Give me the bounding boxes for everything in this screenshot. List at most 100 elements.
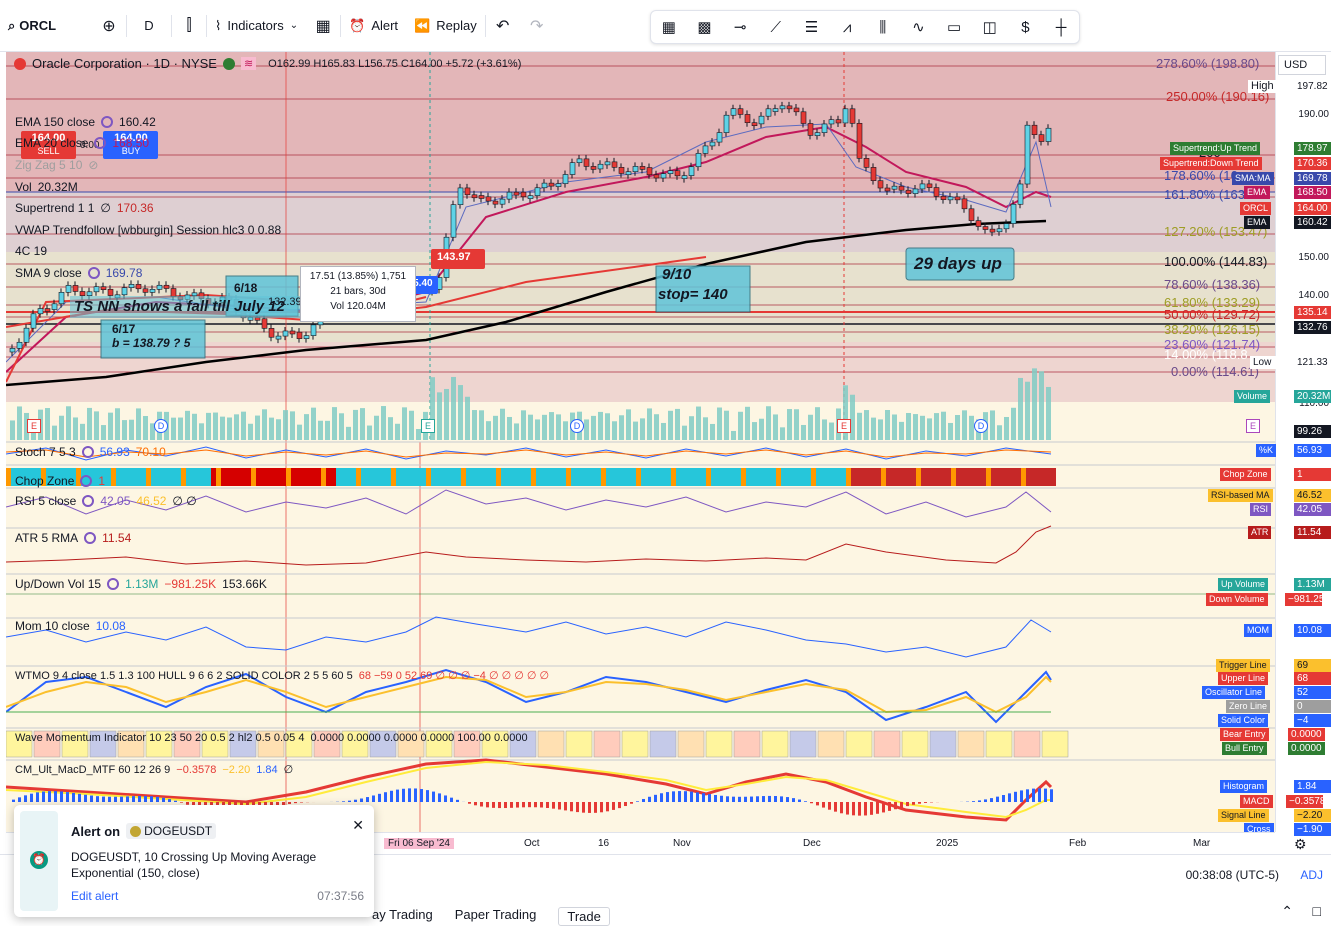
updown-legend[interactable]: Up/Down Vol 15 1.13M −981.25K 153.66K [15, 577, 267, 591]
wtmo-legend[interactable]: WTMO 9 4 close 1.5 1.3 100 HULL 9 6 6 2 … [15, 669, 549, 683]
settings-icon[interactable] [107, 578, 120, 590]
time-label-sep: Fri 06 Sep '24 [384, 838, 454, 849]
settings-icon[interactable] [101, 116, 114, 128]
chop-zone-cell [1001, 468, 1006, 486]
cycle-lines-button[interactable]: ⫼ [869, 13, 897, 41]
dividend-marker-icon[interactable]: D [974, 419, 988, 433]
close-icon[interactable]: ✕ [352, 817, 364, 833]
callout-b-note[interactable]: b = 138.79 ? 5 [112, 336, 191, 350]
chop-zone-cell [606, 468, 611, 486]
callout-days-up[interactable]: 29 days up [914, 254, 1002, 273]
axis-solid-label: Solid Color [1218, 714, 1269, 727]
settings-icon[interactable] [80, 475, 93, 487]
candle [730, 108, 737, 116]
macd-legend[interactable]: CM_Ult_MacD_MTF 60 12 26 9 −0.3578 −2.20… [15, 763, 293, 777]
grid-tool-button[interactable]: ▩ [690, 13, 718, 41]
settings-icon[interactable] [82, 495, 95, 507]
tab-paper-trading[interactable]: Paper Trading [454, 907, 537, 922]
sma-legend[interactable]: SMA 9 close 169.78 [15, 266, 142, 280]
candle [170, 288, 177, 297]
adj-toggle[interactable]: ADJ [1300, 868, 1323, 882]
trend-line-button[interactable]: ⟋ [762, 13, 790, 41]
candle [982, 226, 989, 230]
currency-select[interactable]: USD [1278, 55, 1326, 75]
wave-momentum-cell [229, 730, 257, 758]
wave-tool-button[interactable]: ∿ [904, 13, 932, 41]
candle [282, 330, 289, 337]
zigzag-legend[interactable]: Zig Zag 5 10 ⊘ [15, 158, 98, 172]
ema150-legend[interactable]: EMA 150 close 160.42 [15, 115, 156, 129]
edit-alert-link[interactable]: Edit alert [71, 889, 119, 903]
vwap-legend[interactable]: VWAP Trendfollow [wbburgin] Session hlc3… [15, 223, 281, 237]
candle [856, 122, 863, 159]
dividend-marker-icon[interactable]: D [570, 419, 584, 433]
templates-button[interactable]: ▦ [306, 8, 340, 44]
volume-bar [962, 410, 967, 440]
chart-canvas[interactable]: Oracle Corporation · 1D · NYSE ≋ O162.99… [6, 52, 1275, 832]
legend-toggle-icon[interactable]: ≋ [240, 57, 257, 70]
chop-zone-cell [76, 468, 81, 486]
callout-618[interactable]: 6/18 [234, 281, 258, 295]
chop-zone-cell [1006, 468, 1011, 486]
settings-icon[interactable] [84, 532, 97, 544]
callout-button[interactable]: ▭ [940, 13, 968, 41]
table-tool-button[interactable]: ▦ [655, 13, 683, 41]
pitchfork-button[interactable]: ⩘ [833, 13, 861, 41]
tab-trade[interactable]: Trade [558, 907, 610, 926]
horizontal-ray-button[interactable]: ⊸ [726, 13, 754, 41]
earnings-marker-icon[interactable]: E [421, 419, 435, 433]
hidden-eye-icon[interactable]: ⊘ [88, 158, 99, 172]
supertrend-legend[interactable]: Supertrend 1 1 ∅ 170.36 [15, 201, 154, 215]
chart-settings-icon[interactable]: ⚙ [1294, 836, 1307, 852]
alert-symbol-chip[interactable]: DOGEUSDT [126, 823, 217, 839]
callout-fall-note[interactable]: TS NN shows a fall till July 12 [74, 298, 285, 315]
crosshair-button[interactable]: ┼ [1047, 13, 1075, 41]
callout-stop[interactable]: stop= 140 [658, 286, 728, 303]
sell-button[interactable]: 164.00 SELL [21, 131, 76, 159]
chop-zone-cell [441, 468, 446, 486]
volume-bar [647, 408, 652, 440]
mom-legend[interactable]: Mom 10 close 10.08 [15, 619, 126, 633]
axis-bull-value: 0.0000 [1288, 742, 1325, 755]
replay-button[interactable]: ⏪ Replay [406, 8, 485, 44]
callout-617[interactable]: 6/17 [112, 322, 136, 336]
tab-pine-trading[interactable]: ay Trading [372, 907, 433, 922]
maximize-icon[interactable]: □ [1312, 903, 1321, 919]
rsi-legend[interactable]: RSI 5 close 42.05 46.52 ∅ ∅ [15, 494, 197, 508]
settings-icon[interactable] [94, 137, 107, 149]
clock-display[interactable]: 00:38:08 (UTC-5) [1185, 868, 1279, 882]
callout-stop-date[interactable]: 9/10 [662, 266, 692, 283]
symbol-search[interactable]: ⌕ ORCL [0, 8, 92, 44]
chop-legend[interactable]: Chop Zone 1 [15, 474, 105, 488]
volume-bar [395, 423, 400, 440]
candle [597, 163, 604, 170]
volume-bar [605, 413, 610, 440]
volume-bar [871, 417, 876, 440]
stoch-legend[interactable]: Stoch 7 5 3 56.93 70.10 [15, 445, 166, 459]
interval-button[interactable]: D [127, 8, 171, 44]
comment-button[interactable]: ◫ [976, 13, 1004, 41]
dividend-marker-icon[interactable]: D [154, 419, 168, 433]
settings-icon[interactable] [81, 446, 94, 458]
buy-button[interactable]: 164.00 BUY [103, 131, 159, 159]
volume-legend[interactable]: Vol 20.32M [15, 180, 78, 194]
earnings-marker-icon[interactable]: E [27, 419, 41, 433]
alert-button[interactable]: ⏰ Alert [341, 8, 406, 44]
atr-legend[interactable]: ATR 5 RMA 11.54 [15, 531, 131, 545]
chevron-up-icon[interactable]: ⌃ [1281, 903, 1293, 919]
fib-tool-button[interactable]: ☰ [797, 13, 825, 41]
ema20-legend[interactable]: EMA 20 close 168.50 [15, 136, 149, 150]
price-label-button[interactable]: $ [1011, 13, 1039, 41]
redo-button[interactable]: ↷ [520, 8, 554, 44]
earnings-marker-icon[interactable]: E [837, 419, 851, 433]
candle [485, 196, 492, 202]
chart-type-button[interactable]: ⫿ [172, 8, 206, 44]
settings-icon[interactable] [87, 267, 100, 279]
wave-legend[interactable]: Wave Momentum Indicator 10 23 50 20 0.5 … [15, 732, 528, 744]
undo-button[interactable]: ↶ [486, 8, 520, 44]
indicators-button[interactable]: ⌇ Indicators ⌄ [207, 8, 306, 44]
compare-symbol-button[interactable]: ⊕ [92, 8, 126, 44]
earnings-marker-icon[interactable]: E [1246, 419, 1260, 433]
candle [933, 187, 940, 197]
c4-legend[interactable]: 4C 19 [15, 244, 47, 258]
